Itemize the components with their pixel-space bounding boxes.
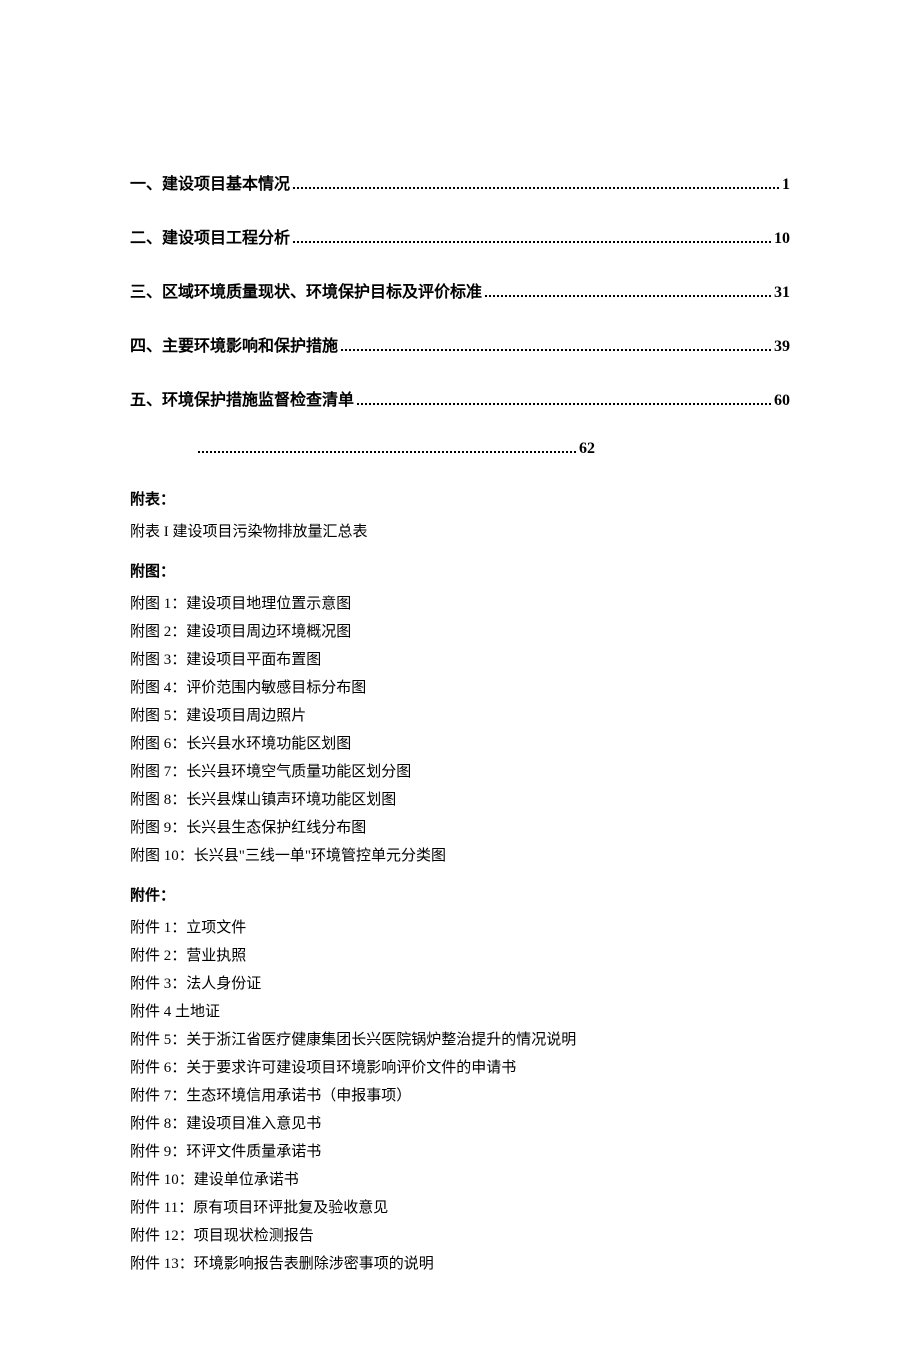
toc-page: 1 (782, 176, 790, 194)
toc-leader (293, 241, 771, 243)
fujian-heading: 附件： (130, 884, 790, 905)
fubiao-heading: 附表： (130, 488, 790, 509)
table-of-contents: 一、建设项目基本情况 1 二、建设项目工程分析 10 三、区域环境质量现状、环境… (130, 170, 790, 458)
list-item: 附件 2：营业执照 (130, 943, 790, 970)
toc-page: 60 (774, 392, 790, 410)
list-item: 附图 4：评价范围内敏感目标分布图 (130, 675, 790, 702)
list-item: 附件 12：项目现状检测报告 (130, 1223, 790, 1250)
list-item: 附件 7：生态环境信用承诺书（申报事项） (130, 1083, 790, 1110)
list-item: 附件 6：关于要求许可建设项目环境影响评价文件的申请书 (130, 1055, 790, 1082)
toc-label: 三、区域环境质量现状、环境保护目标及评价标准 (130, 278, 482, 302)
toc-orphan-entry: 62 (195, 440, 595, 458)
list-item: 附表 I 建设项目污染物排放量汇总表 (130, 519, 790, 546)
fubiao-list: 附表 I 建设项目污染物排放量汇总表 (130, 519, 790, 546)
list-item: 附件 10：建设单位承诺书 (130, 1167, 790, 1194)
futu-heading: 附图： (130, 560, 790, 581)
toc-label: 四、主要环境影响和保护措施 (130, 332, 338, 356)
list-item: 附件 3：法人身份证 (130, 971, 790, 998)
list-item: 附图 6：长兴县水环境功能区划图 (130, 731, 790, 758)
list-item: 附图 5：建设项目周边照片 (130, 703, 790, 730)
toc-entry: 四、主要环境影响和保护措施 39 (130, 332, 790, 356)
toc-label: 一、建设项目基本情况 (130, 170, 290, 194)
toc-page: 39 (774, 338, 790, 356)
futu-list: 附图 1：建设项目地理位置示意图 附图 2：建设项目周边环境概况图 附图 3：建… (130, 591, 790, 870)
toc-page: 62 (579, 440, 595, 458)
toc-leader (293, 187, 779, 189)
list-item: 附件 4 土地证 (130, 999, 790, 1026)
list-item: 附图 9：长兴县生态保护红线分布图 (130, 815, 790, 842)
toc-leader (341, 349, 771, 351)
toc-page: 10 (774, 230, 790, 248)
toc-leader (485, 295, 771, 297)
list-item: 附件 11：原有项目环评批复及验收意见 (130, 1195, 790, 1222)
toc-entry: 五、环境保护措施监督检查清单 60 (130, 386, 790, 410)
toc-leader (357, 403, 771, 405)
list-item: 附件 5：关于浙江省医疗健康集团长兴医院锅炉整治提升的情况说明 (130, 1027, 790, 1054)
list-item: 附图 2：建设项目周边环境概况图 (130, 619, 790, 646)
fujian-list: 附件 1：立项文件 附件 2：营业执照 附件 3：法人身份证 附件 4 土地证 … (130, 915, 790, 1278)
toc-label: 五、环境保护措施监督检查清单 (130, 386, 354, 410)
list-item: 附图 8：长兴县煤山镇声环境功能区划图 (130, 787, 790, 814)
list-item: 附件 1：立项文件 (130, 915, 790, 942)
toc-leader (198, 451, 576, 453)
list-item: 附件 8：建设项目准入意见书 (130, 1111, 790, 1138)
toc-label: 二、建设项目工程分析 (130, 224, 290, 248)
toc-entry: 二、建设项目工程分析 10 (130, 224, 790, 248)
list-item: 附件 13：环境影响报告表删除涉密事项的说明 (130, 1251, 790, 1278)
list-item: 附图 7：长兴县环境空气质量功能区划分图 (130, 759, 790, 786)
toc-entry: 三、区域环境质量现状、环境保护目标及评价标准 31 (130, 278, 790, 302)
list-item: 附图 10：长兴县"三线一单"环境管控单元分类图 (130, 843, 790, 870)
list-item: 附件 9：环评文件质量承诺书 (130, 1139, 790, 1166)
toc-page: 31 (774, 284, 790, 302)
toc-entry: 一、建设项目基本情况 1 (130, 170, 790, 194)
list-item: 附图 3：建设项目平面布置图 (130, 647, 790, 674)
list-item: 附图 1：建设项目地理位置示意图 (130, 591, 790, 618)
